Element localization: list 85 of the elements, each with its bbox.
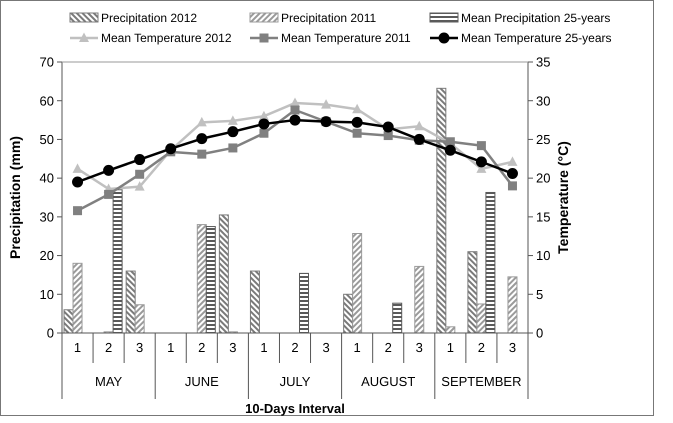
bar	[196, 224, 207, 334]
point	[414, 120, 424, 130]
legend-label: Mean Precipitation 25-years	[461, 11, 610, 26]
x-tick-label: 1	[446, 340, 454, 355]
y2-tick-label: 20	[536, 170, 550, 186]
point	[197, 150, 206, 159]
bar	[134, 304, 145, 334]
y-tick-label: 0	[46, 326, 54, 341]
point	[73, 206, 82, 216]
bar	[467, 251, 478, 334]
x-tick-label: 1	[260, 340, 268, 355]
y-tick-label: 60	[40, 93, 54, 108]
text: JULY	[280, 374, 311, 389]
y-tick-label: 10	[40, 286, 54, 302]
y-axis-title: Precipitation (mm)	[7, 136, 23, 259]
point	[290, 114, 300, 126]
point	[352, 128, 362, 138]
point	[444, 144, 456, 156]
x-tick-label: 3	[322, 340, 330, 355]
x-tick-label: 3	[136, 340, 144, 355]
point	[196, 133, 208, 144]
point	[507, 156, 518, 166]
point	[104, 190, 114, 199]
x-tick-label: 3	[229, 340, 236, 355]
x-tick-label: 1	[74, 340, 82, 355]
point	[72, 176, 84, 188]
y2-tick-label: 35	[536, 54, 550, 70]
bar	[218, 214, 229, 334]
point	[228, 115, 238, 125]
y-tick-label: 20	[40, 248, 54, 264]
y2-axis-title: Temperature (°C)	[555, 141, 571, 254]
point	[321, 99, 332, 109]
x-axis-title: 10-Days Interval	[245, 401, 345, 416]
text: JUNE	[184, 374, 220, 389]
bar	[250, 270, 260, 334]
y2-tick-label: 0	[536, 326, 544, 341]
y-tick-label: 30	[40, 209, 54, 224]
legend-label: Precipitation 2011	[281, 11, 376, 26]
bar	[507, 276, 518, 334]
bar	[72, 262, 83, 334]
point	[506, 168, 518, 179]
y2-tick-label: 15	[536, 209, 550, 224]
point	[103, 164, 114, 176]
point	[290, 106, 300, 115]
x-tick-label: 2	[198, 340, 206, 355]
point	[134, 181, 145, 191]
text: MAY	[94, 374, 123, 389]
x-tick-label: 2	[104, 340, 112, 355]
point	[352, 116, 363, 128]
x-tick-label: 2	[384, 340, 392, 355]
x-tick-label: 2	[478, 340, 486, 355]
point	[352, 104, 362, 114]
x-tick-label: 2	[291, 340, 299, 355]
bar	[414, 266, 424, 334]
legend-label: Mean Temperature 25-years	[461, 31, 612, 46]
x-tick-label: 1	[167, 340, 174, 355]
x-tick-label: 1	[354, 340, 361, 355]
point	[134, 154, 146, 166]
y-tick-label: 70	[40, 54, 54, 70]
x-tick-label: 3	[416, 340, 423, 355]
point	[227, 126, 238, 138]
y2-tick-label: 10	[536, 248, 550, 264]
point	[384, 131, 393, 140]
point	[135, 170, 144, 179]
bar	[352, 233, 362, 334]
y2-tick-label: 5	[536, 286, 544, 302]
y-tick-label: 50	[40, 132, 54, 147]
point	[259, 128, 268, 138]
point	[196, 116, 207, 126]
point	[476, 156, 487, 168]
legend-label: Mean Temperature 2011	[281, 31, 411, 46]
point	[476, 141, 486, 150]
y-tick-label: 40	[40, 170, 54, 186]
legend-label: Mean Temperature 2012	[101, 31, 232, 46]
legend-label: Precipitation 2012	[101, 11, 198, 26]
point	[508, 181, 517, 190]
x-tick-label: 3	[508, 340, 516, 355]
bar	[126, 270, 136, 334]
text: AUGUST	[361, 374, 416, 389]
text: SEPTEMBER	[441, 374, 522, 389]
point	[228, 143, 238, 152]
point	[258, 118, 270, 130]
y2-tick-label: 30	[536, 93, 550, 108]
y2-tick-label: 25	[536, 132, 550, 147]
point	[72, 163, 83, 173]
